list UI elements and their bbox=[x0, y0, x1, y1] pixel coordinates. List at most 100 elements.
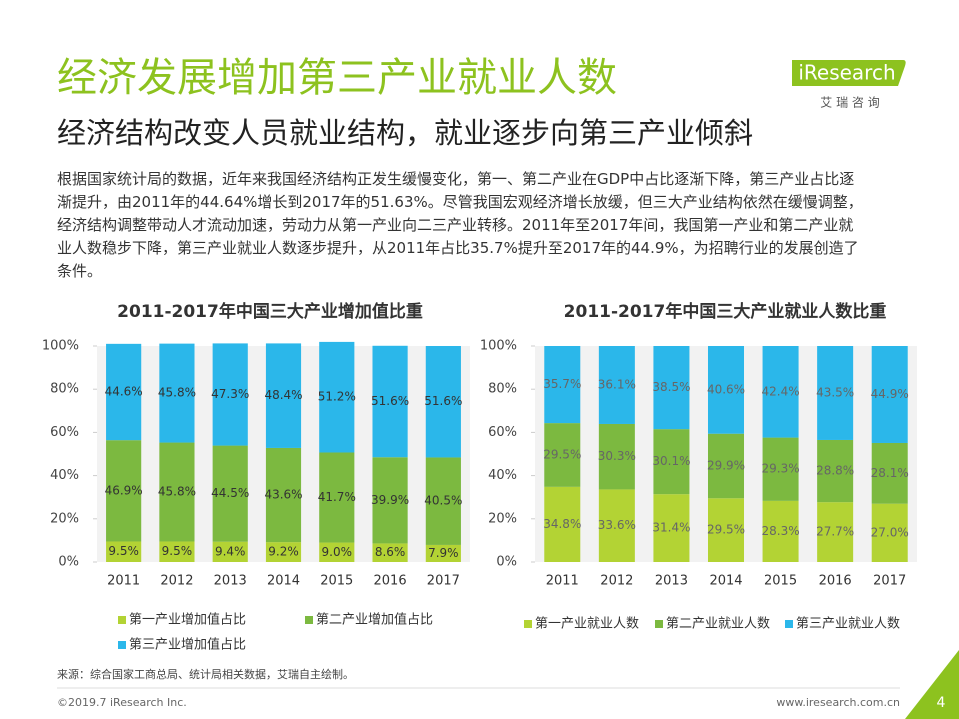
bar-segment bbox=[372, 457, 408, 544]
chart-title: 2011-2017年中国三大产业增加值比重 bbox=[117, 301, 423, 322]
x-tick-label: 2016 bbox=[819, 574, 852, 589]
data-label: 29.9% bbox=[707, 458, 745, 472]
logo-shape bbox=[792, 60, 906, 86]
data-label: 8.6% bbox=[375, 545, 406, 559]
x-tick-label: 2015 bbox=[320, 574, 353, 589]
y-tick-label: 100% bbox=[42, 339, 79, 354]
paragraph: 根据国家统计局的数据，近年来我国经济结构正发生缓慢变化，第一、第二产业在GDP中… bbox=[57, 168, 917, 283]
data-label: 30.3% bbox=[598, 449, 636, 463]
bar-segment bbox=[653, 346, 690, 430]
data-label: 40.5% bbox=[424, 494, 462, 508]
x-tick-label: 2011 bbox=[546, 574, 579, 589]
bar-segment bbox=[598, 489, 635, 562]
bar-segment bbox=[544, 486, 581, 562]
chart-title: 2011-2017年中国三大产业就业人数比重 bbox=[564, 301, 887, 322]
legend-swatch bbox=[524, 620, 532, 628]
bar-segment bbox=[372, 345, 408, 458]
bar-segment bbox=[159, 442, 195, 542]
bar-segment bbox=[707, 346, 745, 434]
y-tick-label: 60% bbox=[488, 425, 517, 440]
bar-segment bbox=[762, 437, 799, 501]
bar-segment bbox=[212, 445, 248, 542]
bar-segment bbox=[159, 343, 195, 443]
data-label: 43.6% bbox=[264, 488, 302, 502]
bar-segment bbox=[762, 346, 799, 438]
bar-segment bbox=[106, 440, 142, 542]
data-label: 45.8% bbox=[158, 485, 196, 499]
page-number: 4 bbox=[937, 695, 946, 711]
bar-segment bbox=[653, 494, 690, 562]
data-label: 45.8% bbox=[158, 386, 196, 400]
bar-segment bbox=[707, 433, 745, 499]
data-label: 44.5% bbox=[211, 486, 249, 500]
bar-segment bbox=[319, 542, 355, 562]
x-tick-label: 2013 bbox=[214, 574, 247, 589]
logo: iResearch bbox=[798, 61, 895, 85]
data-label: 28.8% bbox=[816, 464, 854, 478]
bar-segment bbox=[425, 457, 461, 545]
x-tick-label: 2014 bbox=[709, 574, 742, 589]
paragraph-line: 业人数稳步下降，第三产业就业人数逐步提升，从2011年占比35.7%提升至201… bbox=[57, 239, 859, 257]
logo-cn: 艾 瑞 咨 询 bbox=[820, 95, 879, 110]
data-label: 29.5% bbox=[543, 447, 581, 461]
data-label: 28.3% bbox=[762, 524, 800, 538]
title: 经济发展增加第三产业就业人数 bbox=[57, 55, 617, 101]
y-tick-label: 40% bbox=[50, 468, 79, 483]
y-tick-label: 0% bbox=[58, 555, 79, 570]
corner bbox=[905, 650, 959, 719]
legend-swatch bbox=[118, 616, 126, 624]
bar-segment bbox=[817, 346, 854, 440]
bar-segment bbox=[212, 541, 248, 562]
y-tick-label: 80% bbox=[50, 382, 79, 397]
data-label: 7.9% bbox=[428, 546, 459, 560]
bar-segment bbox=[425, 346, 461, 458]
x-tick-label: 2016 bbox=[374, 574, 407, 589]
x-tick-label: 2017 bbox=[873, 574, 906, 589]
y-tick-label: 20% bbox=[50, 511, 79, 526]
data-label: 44.6% bbox=[105, 385, 143, 399]
bar-segment bbox=[265, 343, 302, 448]
paragraph-line: 条件。 bbox=[57, 262, 103, 280]
data-label: 9.0% bbox=[322, 545, 353, 559]
bar-segment bbox=[319, 341, 355, 453]
legend-label: 第二产业就业人数 bbox=[666, 617, 770, 632]
data-label: 29.5% bbox=[707, 523, 745, 537]
x-tick-label: 2011 bbox=[107, 574, 140, 589]
data-label: 46.9% bbox=[105, 483, 143, 497]
x-tick-label: 2013 bbox=[655, 574, 688, 589]
data-label: 29.3% bbox=[762, 462, 800, 476]
subtitle: 经济结构改变人员就业结构，就业逐步向第三产业倾斜 bbox=[57, 116, 753, 150]
data-label: 31.4% bbox=[652, 521, 690, 535]
bar-segment bbox=[159, 541, 195, 562]
legend-label: 第三产业增加值占比 bbox=[129, 637, 246, 653]
bar-segment bbox=[871, 346, 908, 443]
legend-swatch bbox=[118, 641, 126, 649]
legend-swatch bbox=[655, 620, 663, 628]
bar-segment bbox=[653, 429, 690, 495]
paragraph-line: 渐提升，由2011年的44.64%增长到2017年的51.63%。尽管我国宏观经… bbox=[57, 193, 863, 211]
bar-segment bbox=[817, 502, 854, 562]
data-label: 9.5% bbox=[162, 544, 193, 558]
data-label: 51.6% bbox=[371, 394, 409, 408]
bar-segment bbox=[425, 544, 461, 562]
data-label: 28.1% bbox=[871, 466, 909, 480]
data-label: 9.5% bbox=[108, 544, 139, 558]
data-label: 51.6% bbox=[424, 394, 462, 408]
data-label: 9.4% bbox=[215, 544, 246, 558]
bar-segment bbox=[762, 500, 799, 562]
data-label: 51.2% bbox=[318, 390, 356, 404]
y-tick-label: 80% bbox=[488, 382, 517, 397]
bar-segment bbox=[598, 423, 635, 490]
bar-segment bbox=[106, 343, 142, 441]
data-label: 27.0% bbox=[871, 525, 909, 539]
paragraph-line: 经济结构调整带动人才流动加速，劳动力从第一产业向二三产业转移。2011年至201… bbox=[57, 216, 854, 234]
y-tick-label: 60% bbox=[50, 425, 79, 440]
data-label: 30.1% bbox=[652, 454, 690, 468]
x-tick-label: 2012 bbox=[160, 574, 193, 589]
legend-label: 第一产业就业人数 bbox=[535, 617, 639, 632]
data-label: 40.6% bbox=[707, 382, 745, 396]
data-label: 33.6% bbox=[598, 518, 636, 532]
y-tick-label: 0% bbox=[496, 555, 517, 570]
